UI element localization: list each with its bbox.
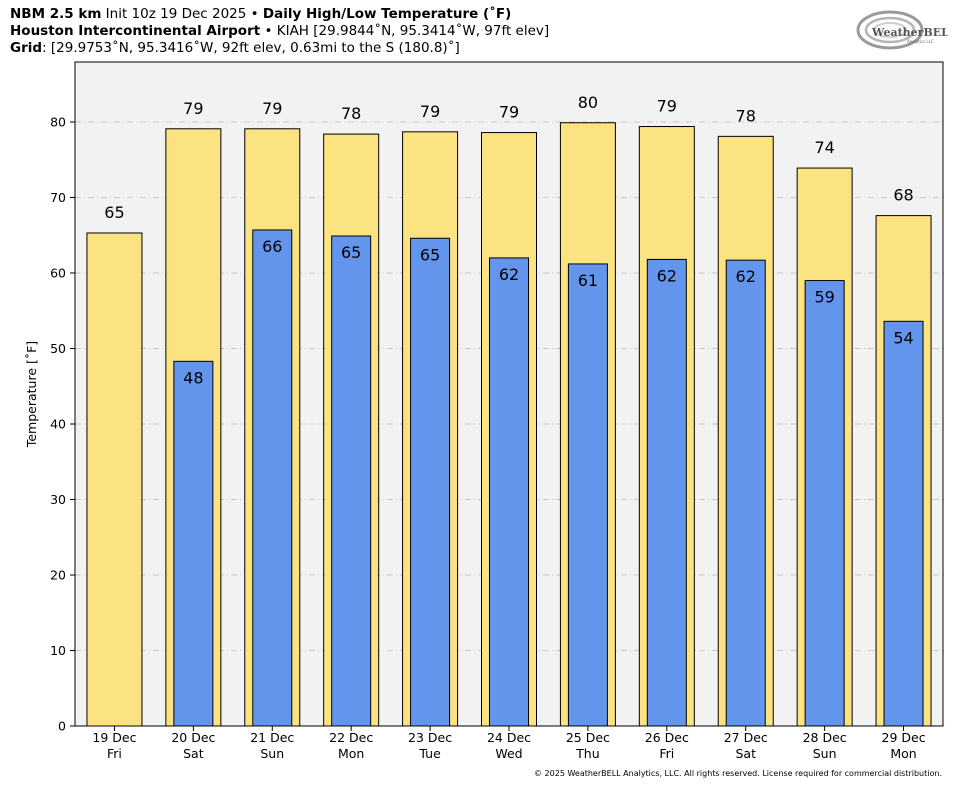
x-tick-label-date: 26 Dec: [645, 730, 689, 745]
low-temp-bar: [173, 360, 214, 727]
y-tick-label: 80: [50, 115, 66, 130]
high-temp-label: 68: [893, 186, 913, 205]
y-axis: 0 10 20 30 40 50 60 70 80: [50, 115, 75, 734]
y-tick-label: 30: [50, 492, 66, 507]
low-temp-bar: [489, 257, 529, 727]
high-temp-label: 65: [104, 203, 124, 222]
low-temp-bar: [331, 235, 372, 727]
high-temp-label: 79: [420, 102, 440, 121]
low-temp-label: 65: [420, 245, 440, 264]
x-tick-label-day: Sat: [183, 746, 204, 761]
x-tick-label-date: 27 Dec: [724, 730, 768, 745]
high-temp-label: 78: [736, 106, 756, 125]
station-coords: • KIAH [29.9844˚N, 95.3414˚W, 97ft elev]: [260, 23, 550, 39]
y-tick-label: 20: [50, 568, 66, 583]
low-temp-bar: [410, 237, 451, 727]
high-temp-label: 78: [341, 104, 361, 123]
x-tick-label-day: Sun: [260, 746, 284, 761]
bars: [86, 122, 932, 727]
x-tick-label-date: 24 Dec: [487, 730, 531, 745]
x-tick-label-day: Thu: [575, 746, 599, 761]
low-temp-bar: [567, 263, 608, 727]
x-tick-label-date: 19 Dec: [92, 730, 136, 745]
high-temp-label: 80: [578, 93, 598, 112]
low-temp-label: 48: [183, 368, 203, 387]
low-temp-label: 65: [341, 243, 361, 262]
low-temp-label: 54: [893, 328, 913, 347]
station-name: Houston Intercontinental Airport: [10, 23, 261, 39]
low-temp-bar: [646, 258, 687, 727]
weatherbell-logo: WeatherBELL Analytics LLC: [856, 10, 948, 50]
low-temp-label: 66: [262, 237, 282, 256]
y-axis-label: Temperature [˚F]: [24, 341, 39, 448]
svg-text:WeatherBELL: WeatherBELL: [871, 26, 948, 39]
low-temp-label: 62: [657, 266, 677, 285]
x-tick-label-day: Tue: [418, 746, 441, 761]
x-tick-label-day: Mon: [890, 746, 916, 761]
chart-title: Daily High/Low Temperature (˚F): [262, 6, 512, 22]
copyright-notice: © 2025 WeatherBELL Analytics, LLC. All r…: [534, 769, 942, 778]
low-temp-bar: [725, 259, 766, 727]
high-temp-bar: [86, 232, 143, 727]
low-temp-bar: [252, 229, 293, 727]
low-temp-label: 61: [578, 271, 598, 290]
y-tick-label: 40: [50, 417, 66, 432]
low-temp-label: 59: [814, 288, 834, 307]
x-tick-label-day: Fri: [107, 746, 122, 761]
grid-label: Grid: [10, 40, 43, 56]
x-tick-label-day: Sat: [735, 746, 756, 761]
x-tick-label-date: 21 Dec: [250, 730, 294, 745]
x-tick-label-day: Mon: [338, 746, 364, 761]
x-tick-label-date: 28 Dec: [803, 730, 847, 745]
y-tick-label: 0: [58, 719, 66, 734]
low-temp-bar: [804, 280, 845, 727]
x-tick-label-date: 29 Dec: [882, 730, 926, 745]
x-tick-label-day: Wed: [495, 746, 522, 761]
x-tick-label-date: 22 Dec: [329, 730, 373, 745]
x-tick-label-date: 25 Dec: [566, 730, 610, 745]
y-tick-label: 50: [50, 341, 66, 356]
y-tick-label: 10: [50, 643, 66, 658]
x-tick-label-date: 20 Dec: [171, 730, 215, 745]
title-line-3: Grid: [29.9753˚N, 95.3416˚W, 92ft elev, …: [10, 40, 460, 57]
title-line-1: NBM 2.5 km Init 10z 19 Dec 2025 • Daily …: [10, 6, 511, 23]
x-tick-label-day: Sun: [813, 746, 837, 761]
high-temp-label: 79: [499, 103, 519, 122]
high-temp-label: 79: [262, 99, 282, 118]
data-labels: 65 79 48 79 66 78 65 79 65 79 62 80 61 79 62 78 62 74 59 68…: [104, 93, 913, 388]
svg-text:Analytics LLC: Analytics LLC: [907, 39, 934, 44]
low-temp-label: 62: [736, 267, 756, 286]
y-tick-label: 60: [50, 266, 66, 281]
x-tick-label-day: Fri: [659, 746, 674, 761]
y-tick-label: 70: [50, 190, 66, 205]
low-temp-label: 62: [499, 265, 519, 284]
x-tick-label-date: 23 Dec: [408, 730, 452, 745]
title-line-2: Houston Intercontinental Airport • KIAH …: [10, 23, 549, 40]
high-temp-label: 74: [814, 138, 834, 157]
model-name: NBM 2.5 km: [10, 6, 102, 22]
low-temp-bar: [883, 320, 924, 727]
high-temp-label: 79: [183, 99, 203, 118]
high-temp-label: 79: [657, 97, 677, 116]
init-time: Init 10z 19 Dec 2025 •: [101, 6, 263, 22]
grid-coords: : [29.9753˚N, 95.3416˚W, 92ft elev, 0.63…: [42, 40, 460, 56]
